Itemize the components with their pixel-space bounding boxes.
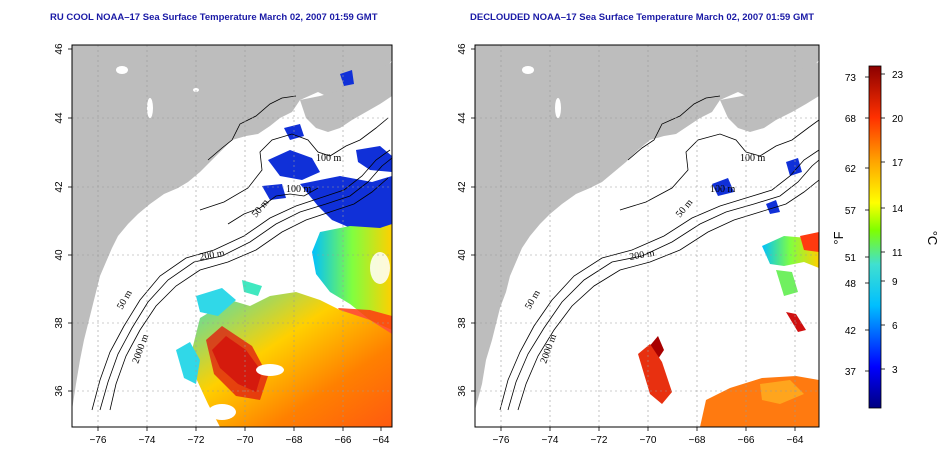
right-lon-tick-76: −76 [493, 435, 510, 446]
right-warm-core [648, 336, 664, 362]
left-lon-tick-64: −64 [373, 435, 390, 446]
right-eastern-green-patch [776, 270, 798, 296]
left-land-mass [72, 45, 392, 410]
left-eastern-gulfstream [312, 224, 392, 330]
right-warm-halo [638, 344, 672, 404]
right-map-panel: 100 m 100 m 50 m 200 m 50 m 2000 m [457, 43, 820, 446]
left-lon-tick-70: −70 [237, 435, 254, 446]
left-cyan-filament-3 [242, 280, 262, 296]
left-lat-tick-44: 44 [54, 112, 65, 124]
left-gridlines [72, 45, 392, 427]
colorbar-c-tick-14: 14 [892, 204, 904, 215]
colorbar-f-tick-62: 62 [845, 164, 857, 175]
right-tick-marks [471, 48, 796, 431]
right-lat-tick-40: 40 [457, 249, 468, 261]
right-land-mass [475, 45, 819, 410]
left-lake-2 [147, 98, 153, 118]
right-lon-tick-66: −66 [738, 435, 755, 446]
right-eastern-red-patch [800, 232, 819, 252]
right-nova-scotia [720, 62, 819, 132]
left-map-frame [71, 44, 393, 428]
left-lat-tick-36: 36 [54, 385, 65, 397]
colorbar-f-tick-42: 42 [845, 326, 857, 337]
left-contour-label-100m-north: 100 m [316, 153, 342, 164]
colorbar-f-tick-68: 68 [845, 114, 857, 125]
right-lat-tick-44: 44 [457, 112, 468, 124]
left-contour-label-200m: 200 m [199, 248, 226, 263]
left-lon-tick-72: −72 [188, 435, 205, 446]
left-cloud-gap-2 [208, 404, 236, 420]
colorbar-c-tick-9: 9 [892, 277, 898, 288]
right-gridlines [475, 45, 819, 427]
left-lake-1 [116, 66, 128, 74]
right-contour-label-100m-north: 100 m [740, 153, 766, 164]
left-lon-tick-68: −68 [286, 435, 303, 446]
left-tick-marks [68, 48, 382, 431]
right-red-streak [786, 312, 806, 332]
right-lake-1 [522, 66, 534, 74]
colorbar-f-tick-57: 57 [845, 206, 857, 217]
right-lon-tick-72: −72 [591, 435, 608, 446]
right-lon-tick-70: −70 [640, 435, 657, 446]
right-lat-tick-36: 36 [457, 385, 468, 397]
colorbar-unit-celsius: °C [925, 231, 940, 246]
colorbar-c-tick-3: 3 [892, 365, 898, 376]
right-map-frame [474, 44, 820, 428]
right-contour-label-100m-south: 100 m [710, 184, 736, 195]
right-bathymetry-contours [499, 95, 819, 411]
left-lat-tick-42: 42 [54, 181, 65, 193]
left-lat-tick-38: 38 [54, 317, 65, 329]
left-nova-scotia [300, 62, 392, 132]
colorbar-c-tick-20: 20 [892, 114, 904, 125]
left-lon-tick-74: −74 [139, 435, 156, 446]
left-lon-tick-76: −76 [90, 435, 107, 446]
left-cloud-gap-3 [370, 252, 390, 284]
right-lon-tick-68: −68 [689, 435, 706, 446]
left-contour-label-100m-south: 100 m [286, 184, 312, 195]
colorbar-tick-marks [865, 73, 885, 372]
colorbar-f-tick-73: 73 [845, 73, 857, 84]
right-lat-tick-42: 42 [457, 181, 468, 193]
right-contour-label-200m: 200 m [629, 248, 656, 263]
right-lon-tick-74: −74 [542, 435, 559, 446]
left-cloud-gap-1 [256, 364, 284, 376]
left-lat-tick-40: 40 [54, 249, 65, 261]
colorbar-c-tick-23: 23 [892, 70, 904, 81]
left-map-panel: 100 m 100 m 50 m 200 m 50 m 2000 m [54, 43, 393, 446]
colorbar-f-tick-51: 51 [845, 253, 857, 264]
colorbar-c-tick-6: 6 [892, 321, 898, 332]
left-lat-tick-46: 46 [54, 43, 65, 55]
left-panel-title: RU COOL NOAA–17 Sea Surface Temperature … [50, 12, 378, 23]
colorbar-c-tick-11: 11 [892, 248, 903, 259]
left-cyan-filament-1 [176, 342, 200, 384]
right-lat-tick-38: 38 [457, 317, 468, 329]
colorbar-f-tick-37: 37 [845, 367, 857, 378]
colorbar-gradient [868, 65, 882, 409]
right-panel-title: DECLOUDED NOAA–17 Sea Surface Temperatur… [470, 12, 815, 23]
colorbar-unit-fahrenheit: °F [831, 231, 846, 244]
left-cyan-filament-2 [196, 288, 236, 316]
right-lat-tick-46: 46 [457, 43, 468, 55]
right-lon-tick-64: −64 [787, 435, 804, 446]
left-bathymetry-contours [91, 95, 392, 411]
colorbar-f-tick-48: 48 [845, 279, 857, 290]
left-red-halo [206, 326, 268, 400]
left-lon-tick-66: −66 [335, 435, 352, 446]
right-lake-2 [555, 98, 561, 118]
right-southern-yellow [760, 380, 804, 404]
right-cold-patches [712, 158, 802, 214]
temperature-colorbar: 37 42 48 51 57 62 68 73 3 6 9 11 14 17 2… [831, 65, 940, 409]
colorbar-c-tick-17: 17 [892, 158, 904, 169]
